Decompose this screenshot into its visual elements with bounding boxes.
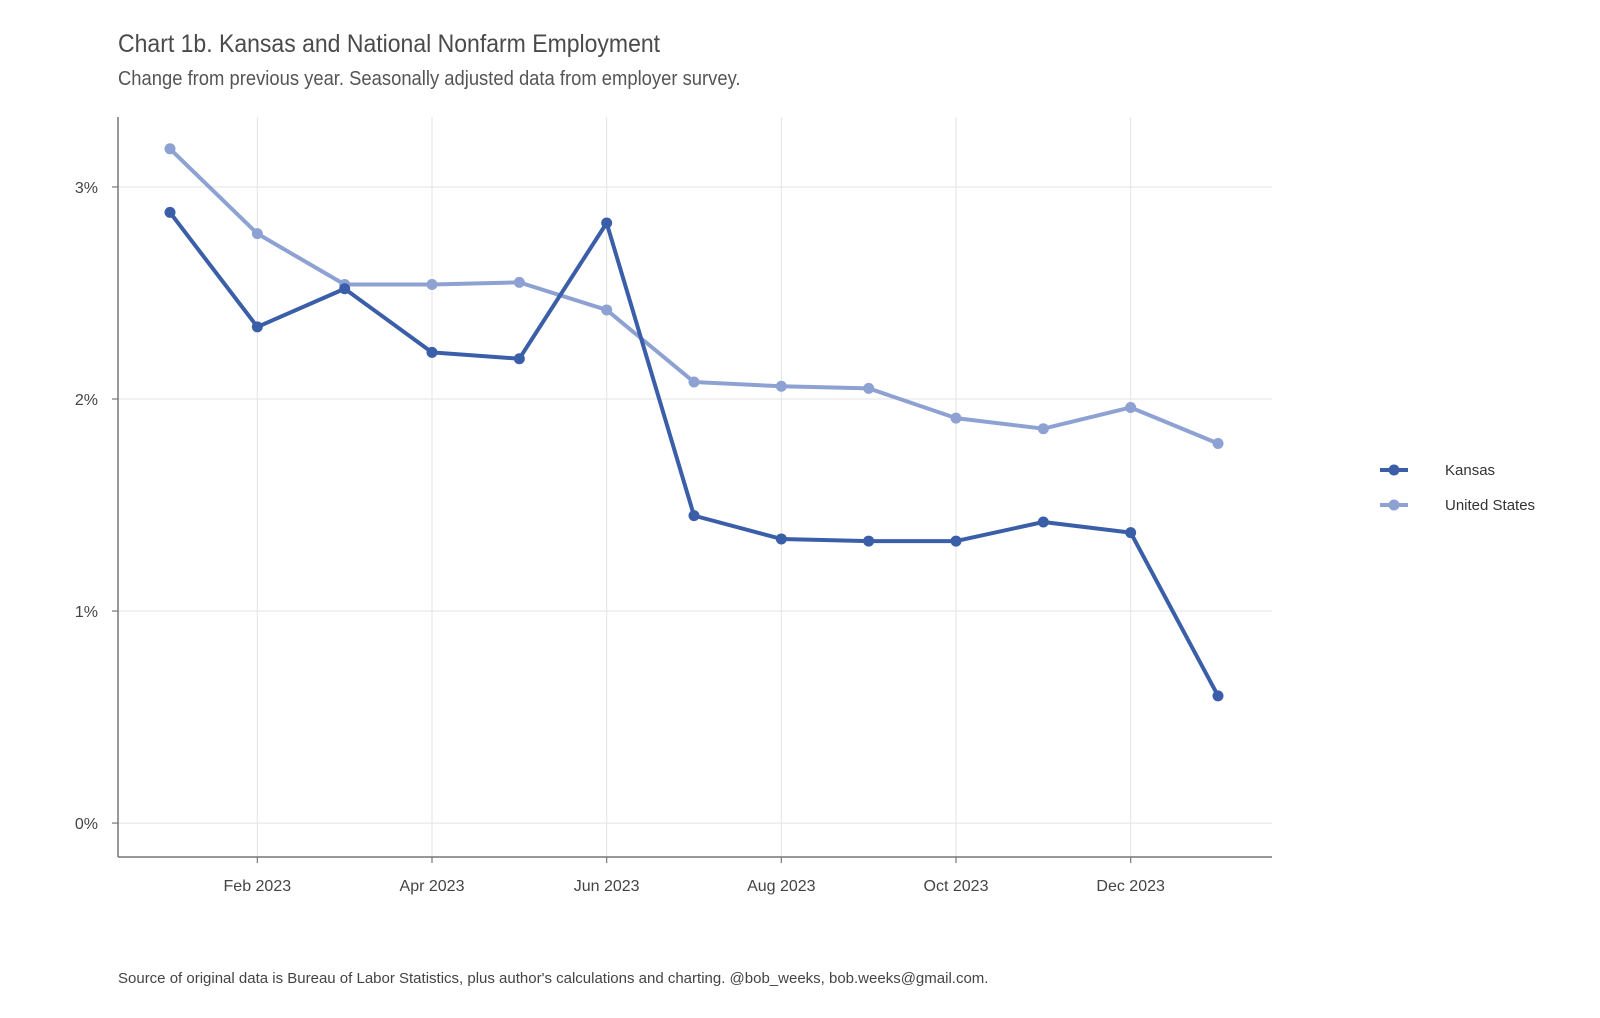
data-point-kansas	[863, 535, 875, 547]
data-point-kansas	[513, 353, 525, 365]
legend-key-point-kansas	[1388, 464, 1400, 476]
chart-subtitle: Change from previous year. Seasonally ad…	[118, 68, 741, 90]
legend: Kansas United States	[1380, 462, 1535, 514]
legend-label-kansas: Kansas	[1445, 462, 1495, 479]
data-point-united-states	[688, 376, 700, 388]
data-point-kansas	[1037, 516, 1049, 528]
data-point-kansas	[164, 206, 176, 218]
y-tick-label: 0%	[75, 816, 98, 833]
data-point-united-states	[601, 304, 613, 316]
data-point-united-states	[950, 412, 962, 424]
x-tick-label: Aug 2023	[747, 878, 816, 895]
data-point-united-states	[1212, 438, 1224, 450]
axes	[112, 117, 1272, 863]
y-tick-label: 2%	[75, 392, 98, 409]
data-point-kansas	[950, 535, 962, 547]
data-point-united-states	[513, 276, 525, 288]
data-point-united-states	[251, 228, 263, 240]
series-line-kansas	[168, 211, 1220, 697]
tick-labels: 0% 1% 2% 3% Feb 2023 Apr 2023 Jun 2023 Aug 2023…	[75, 180, 1165, 895]
data-point-united-states	[1125, 401, 1137, 413]
data-point-united-states	[164, 143, 176, 155]
data-point-kansas	[251, 321, 263, 333]
x-tick-label: Dec 2023	[1096, 878, 1165, 895]
data-point-kansas	[775, 533, 787, 545]
data-point-kansas	[601, 217, 613, 229]
legend-label-united-states: United States	[1445, 497, 1535, 514]
chart-caption: Source of original data is Bureau of Lab…	[118, 970, 989, 987]
series-lines	[164, 143, 1224, 702]
chart-title: Chart 1b. Kansas and National Nonfarm Em…	[118, 30, 661, 58]
data-point-kansas	[339, 283, 351, 295]
data-point-united-states	[426, 279, 438, 291]
x-tick-label: Oct 2023	[924, 878, 989, 895]
data-point-united-states	[863, 382, 875, 394]
grid-lines	[118, 117, 1272, 857]
legend-key-point-united-states	[1388, 499, 1400, 511]
data-point-united-states	[775, 380, 787, 392]
y-tick-label: 3%	[75, 180, 98, 197]
data-point-kansas	[688, 510, 700, 522]
y-tick-label: 1%	[75, 604, 98, 621]
x-tick-label: Apr 2023	[400, 878, 465, 895]
data-point-kansas	[1125, 527, 1137, 539]
data-point-kansas	[1212, 690, 1224, 702]
data-point-united-states	[1037, 423, 1049, 435]
data-point-kansas	[426, 346, 438, 358]
x-tick-label: Jun 2023	[574, 878, 640, 895]
x-tick-label: Feb 2023	[224, 878, 292, 895]
